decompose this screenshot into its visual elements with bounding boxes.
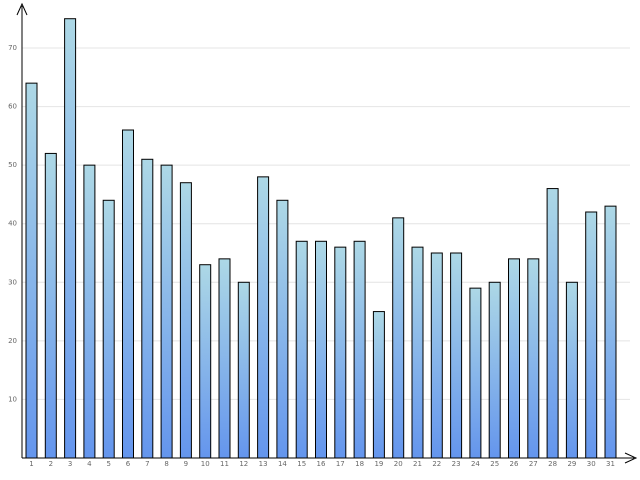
bar — [44, 152, 57, 459]
bar — [237, 281, 250, 459]
bar — [64, 18, 77, 459]
x-tick-label: 15 — [297, 460, 306, 468]
bar — [25, 82, 38, 459]
x-tick-label: 2 — [49, 460, 53, 468]
bar — [508, 258, 520, 459]
x-tick-label: 20 — [394, 460, 403, 468]
bar — [102, 199, 115, 459]
bar — [469, 287, 482, 459]
bar — [276, 199, 289, 459]
x-tick-label: 26 — [510, 460, 519, 468]
x-tick-label: 22 — [432, 460, 441, 468]
x-tick-label: 23 — [452, 460, 461, 468]
x-tick-label: 9 — [184, 460, 188, 468]
bar — [141, 158, 154, 459]
x-tick-label: 28 — [548, 460, 557, 468]
bar — [565, 281, 578, 459]
x-tick-label: 16 — [317, 460, 326, 468]
x-tick-label: 24 — [471, 460, 480, 468]
x-tick-label: 4 — [87, 460, 92, 468]
bar — [527, 258, 540, 459]
bar — [218, 258, 231, 459]
x-tick-label: 18 — [355, 460, 364, 468]
x-tick-label: 13 — [259, 460, 268, 468]
y-tick-label: 40 — [8, 220, 17, 228]
x-tick-label: 21 — [413, 460, 422, 468]
bar — [430, 252, 443, 459]
bar — [604, 205, 617, 459]
bar — [450, 252, 463, 459]
y-tick-label: 60 — [8, 103, 17, 111]
bar — [585, 211, 598, 459]
x-tick-label: 25 — [490, 460, 499, 468]
bar — [372, 311, 385, 459]
y-tick-label: 10 — [8, 395, 17, 403]
x-tick-label: 27 — [529, 460, 538, 468]
bar — [488, 281, 501, 459]
x-tick-label: 29 — [567, 460, 576, 468]
bar — [160, 164, 173, 459]
bar — [353, 240, 366, 459]
x-tick-label: 14 — [278, 460, 287, 468]
bar — [199, 264, 212, 459]
x-tick-label: 6 — [126, 460, 131, 468]
x-axis-arrow — [624, 452, 638, 464]
bar — [257, 176, 270, 459]
x-tick-label: 31 — [606, 460, 615, 468]
bar — [83, 164, 96, 459]
x-tick-label: 8 — [164, 460, 168, 468]
x-tick-label: 1 — [29, 460, 33, 468]
bar — [334, 246, 347, 459]
x-tick-label: 11 — [220, 460, 229, 468]
y-tick-label: 70 — [8, 44, 17, 52]
bar — [122, 129, 134, 459]
x-tick-label: 19 — [374, 460, 383, 468]
bar — [546, 188, 559, 459]
x-tick-label: 5 — [106, 460, 110, 468]
bar — [315, 240, 327, 459]
bar — [179, 182, 192, 459]
y-tick-label: 20 — [8, 337, 17, 345]
x-tick-label: 30 — [587, 460, 596, 468]
x-tick-label: 12 — [239, 460, 248, 468]
bar — [392, 217, 405, 459]
bar — [411, 246, 424, 459]
y-axis-arrow — [16, 2, 28, 16]
y-tick-label: 50 — [8, 161, 17, 169]
y-tick-label: 30 — [8, 278, 17, 286]
x-tick-label: 3 — [68, 460, 72, 468]
x-tick-label: 17 — [336, 460, 345, 468]
x-tick-label: 10 — [201, 460, 210, 468]
x-tick-label: 7 — [145, 460, 149, 468]
bar — [295, 240, 308, 459]
